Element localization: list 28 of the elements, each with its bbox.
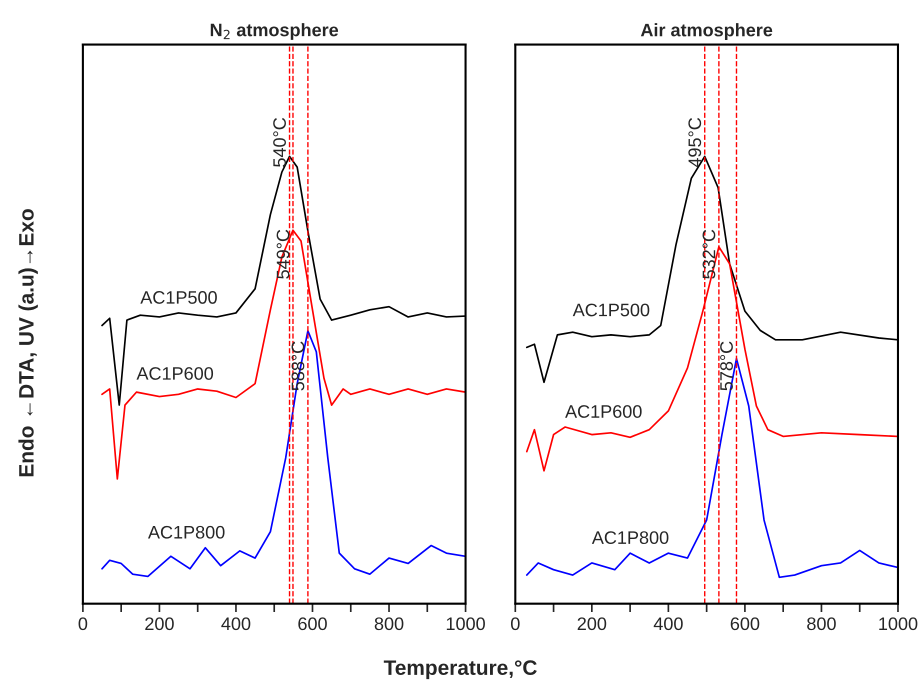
x-tick-label: 1000 xyxy=(446,617,485,630)
series-label: AC1P800 xyxy=(148,526,225,539)
x-tick-label: 400 xyxy=(654,617,683,630)
x-tick-label: 600 xyxy=(730,617,760,630)
series-label: AC1P500 xyxy=(572,304,650,316)
series-label: AC1P600 xyxy=(565,405,642,418)
series-label: AC1P600 xyxy=(136,367,214,380)
x-tick-label: 0 xyxy=(78,617,88,630)
ref-line-label: 540°C xyxy=(273,118,286,167)
ref-line-label: 588°C xyxy=(292,342,304,391)
x-tick-label: 200 xyxy=(578,617,606,630)
x-tick-label: 400 xyxy=(221,617,250,630)
series-label: AC1P800 xyxy=(592,531,668,544)
x-tick-label: 200 xyxy=(145,617,174,630)
ref-line-label: 495°C xyxy=(688,118,702,168)
ref-line-label: 578°C xyxy=(720,342,733,391)
x-tick-label: 600 xyxy=(298,617,327,630)
x-tick-label: 800 xyxy=(374,617,404,630)
chart-title: Air atmosphere xyxy=(640,23,772,40)
y-axis-title: Endo ←DTA, UV (a.u)→Exo xyxy=(18,209,38,476)
series-label: AC1P500 xyxy=(140,291,217,304)
x-axis-title: Temperature,°C xyxy=(384,660,537,680)
ref-line-label: 532°C xyxy=(702,230,716,279)
chart-title: N$_{2}$ atmosphere xyxy=(210,23,338,40)
ref-line-label: 549°C xyxy=(276,230,290,279)
x-tick-label: 800 xyxy=(807,617,836,630)
x-tick-label: 0 xyxy=(510,617,520,630)
x-tick-label: 1000 xyxy=(879,617,918,630)
